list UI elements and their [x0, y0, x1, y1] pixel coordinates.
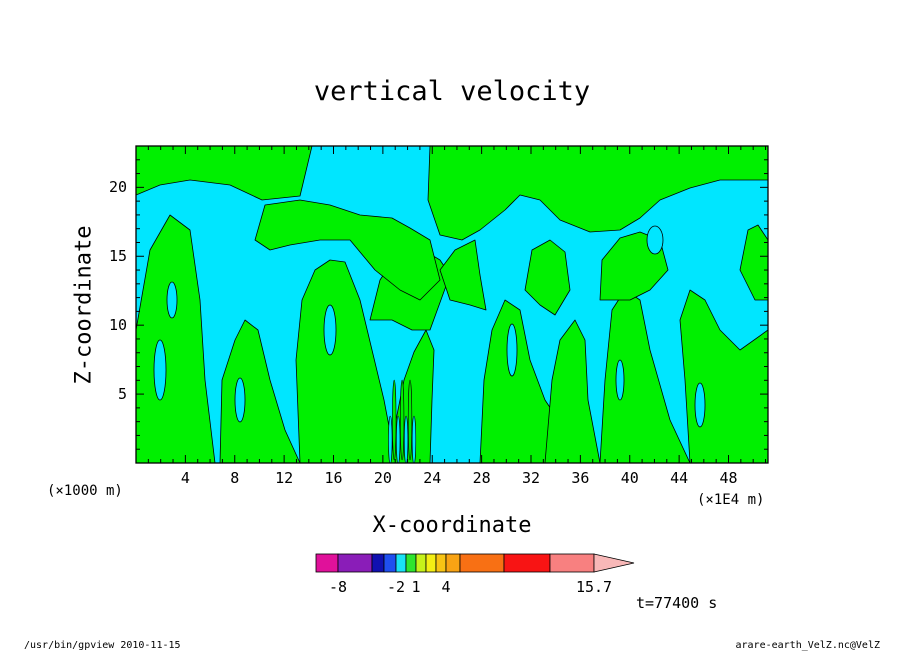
- convective-cell: [388, 415, 393, 463]
- downdraft-pocket: [323, 304, 337, 356]
- updraft-region: [599, 289, 691, 463]
- x-scale-label: (×1E4 m): [697, 492, 765, 508]
- downdraft-pocket: [506, 323, 518, 377]
- colorbar-arrow: [593, 553, 635, 573]
- updraft-region: [136, 146, 313, 201]
- x-axis-label: X-coordinate: [372, 513, 532, 538]
- updraft-region: [254, 199, 441, 301]
- convective-cell: [392, 379, 397, 461]
- x-tick-label: 8: [230, 469, 240, 487]
- updraft-region: [524, 239, 571, 316]
- colorbar-segment: [315, 553, 339, 573]
- updraft-region: [219, 319, 301, 463]
- convective-cell: [403, 415, 409, 463]
- updraft-region: [544, 319, 601, 463]
- colorbar-segment: [549, 553, 595, 573]
- colorbar-segment: [445, 553, 461, 573]
- y-scale-label: (×1000 m): [47, 483, 123, 499]
- x-tick-label: 20: [373, 469, 392, 487]
- x-tick-label: 16: [324, 469, 343, 487]
- colorbar-segment: [435, 553, 447, 573]
- convective-cell: [396, 415, 401, 463]
- x-tick-label: 12: [275, 469, 294, 487]
- velocity-field: [136, 146, 768, 463]
- footer-left: /usr/bin/gpview 2010-11-15: [24, 640, 181, 651]
- updraft-region: [739, 224, 768, 301]
- x-tick-label: 44: [670, 469, 689, 487]
- y-tick-label: 15: [108, 247, 127, 266]
- colorbar-segment: [425, 553, 437, 573]
- x-tick-label: 36: [571, 469, 590, 487]
- updraft-region: [136, 214, 216, 463]
- updraft-region: [295, 259, 397, 463]
- y-tick-label: 20: [108, 178, 127, 197]
- convective-cell: [407, 379, 413, 461]
- colorbar-tick-label: 15.7: [575, 578, 613, 596]
- colorbar-segment: [371, 553, 385, 573]
- tick-marks: [136, 146, 768, 463]
- updraft-region: [439, 239, 487, 311]
- colorbar-segment: [415, 553, 427, 573]
- downdraft-pocket: [694, 382, 706, 428]
- colorbar-tick-label: 1: [411, 578, 421, 596]
- downdraft-pocket: [234, 377, 246, 423]
- downdraft-pocket: [166, 281, 178, 319]
- x-tick-label: 48: [719, 469, 738, 487]
- colorbar-segment: [405, 553, 417, 573]
- downdraft-pocket: [646, 225, 664, 255]
- plot-frame: [135, 145, 769, 464]
- colorbar-segment: [459, 553, 505, 573]
- colorbar-segment: [383, 553, 397, 573]
- colorbar-segment: [337, 553, 373, 573]
- y-tick-label: 5: [117, 385, 127, 404]
- x-tick-label: 4: [180, 469, 190, 487]
- footer-right: arare-earth_VelZ.nc@VelZ: [735, 640, 881, 651]
- colorbar: [315, 553, 635, 573]
- colorbar-segment: [395, 553, 407, 573]
- time-label: t=77400 s: [636, 594, 718, 612]
- y-tick-label: 10: [108, 316, 127, 335]
- x-tick-label: 32: [521, 469, 541, 487]
- downdraft-pocket: [615, 359, 625, 401]
- colorbar-tick-label: -2: [386, 578, 406, 596]
- downdraft-pocket: [153, 339, 167, 401]
- colorbar-tick-label: -8: [328, 578, 348, 596]
- x-tick-label: 40: [620, 469, 639, 487]
- convective-cell: [411, 415, 417, 463]
- updraft-region: [427, 146, 768, 241]
- colorbar-tick-label: 4: [441, 578, 451, 596]
- x-tick-label: 24: [423, 469, 442, 487]
- x-tick-label: 28: [472, 469, 491, 487]
- colorbar-segment: [503, 553, 551, 573]
- convective-cell: [400, 379, 405, 461]
- chart-title: vertical velocity: [313, 76, 591, 107]
